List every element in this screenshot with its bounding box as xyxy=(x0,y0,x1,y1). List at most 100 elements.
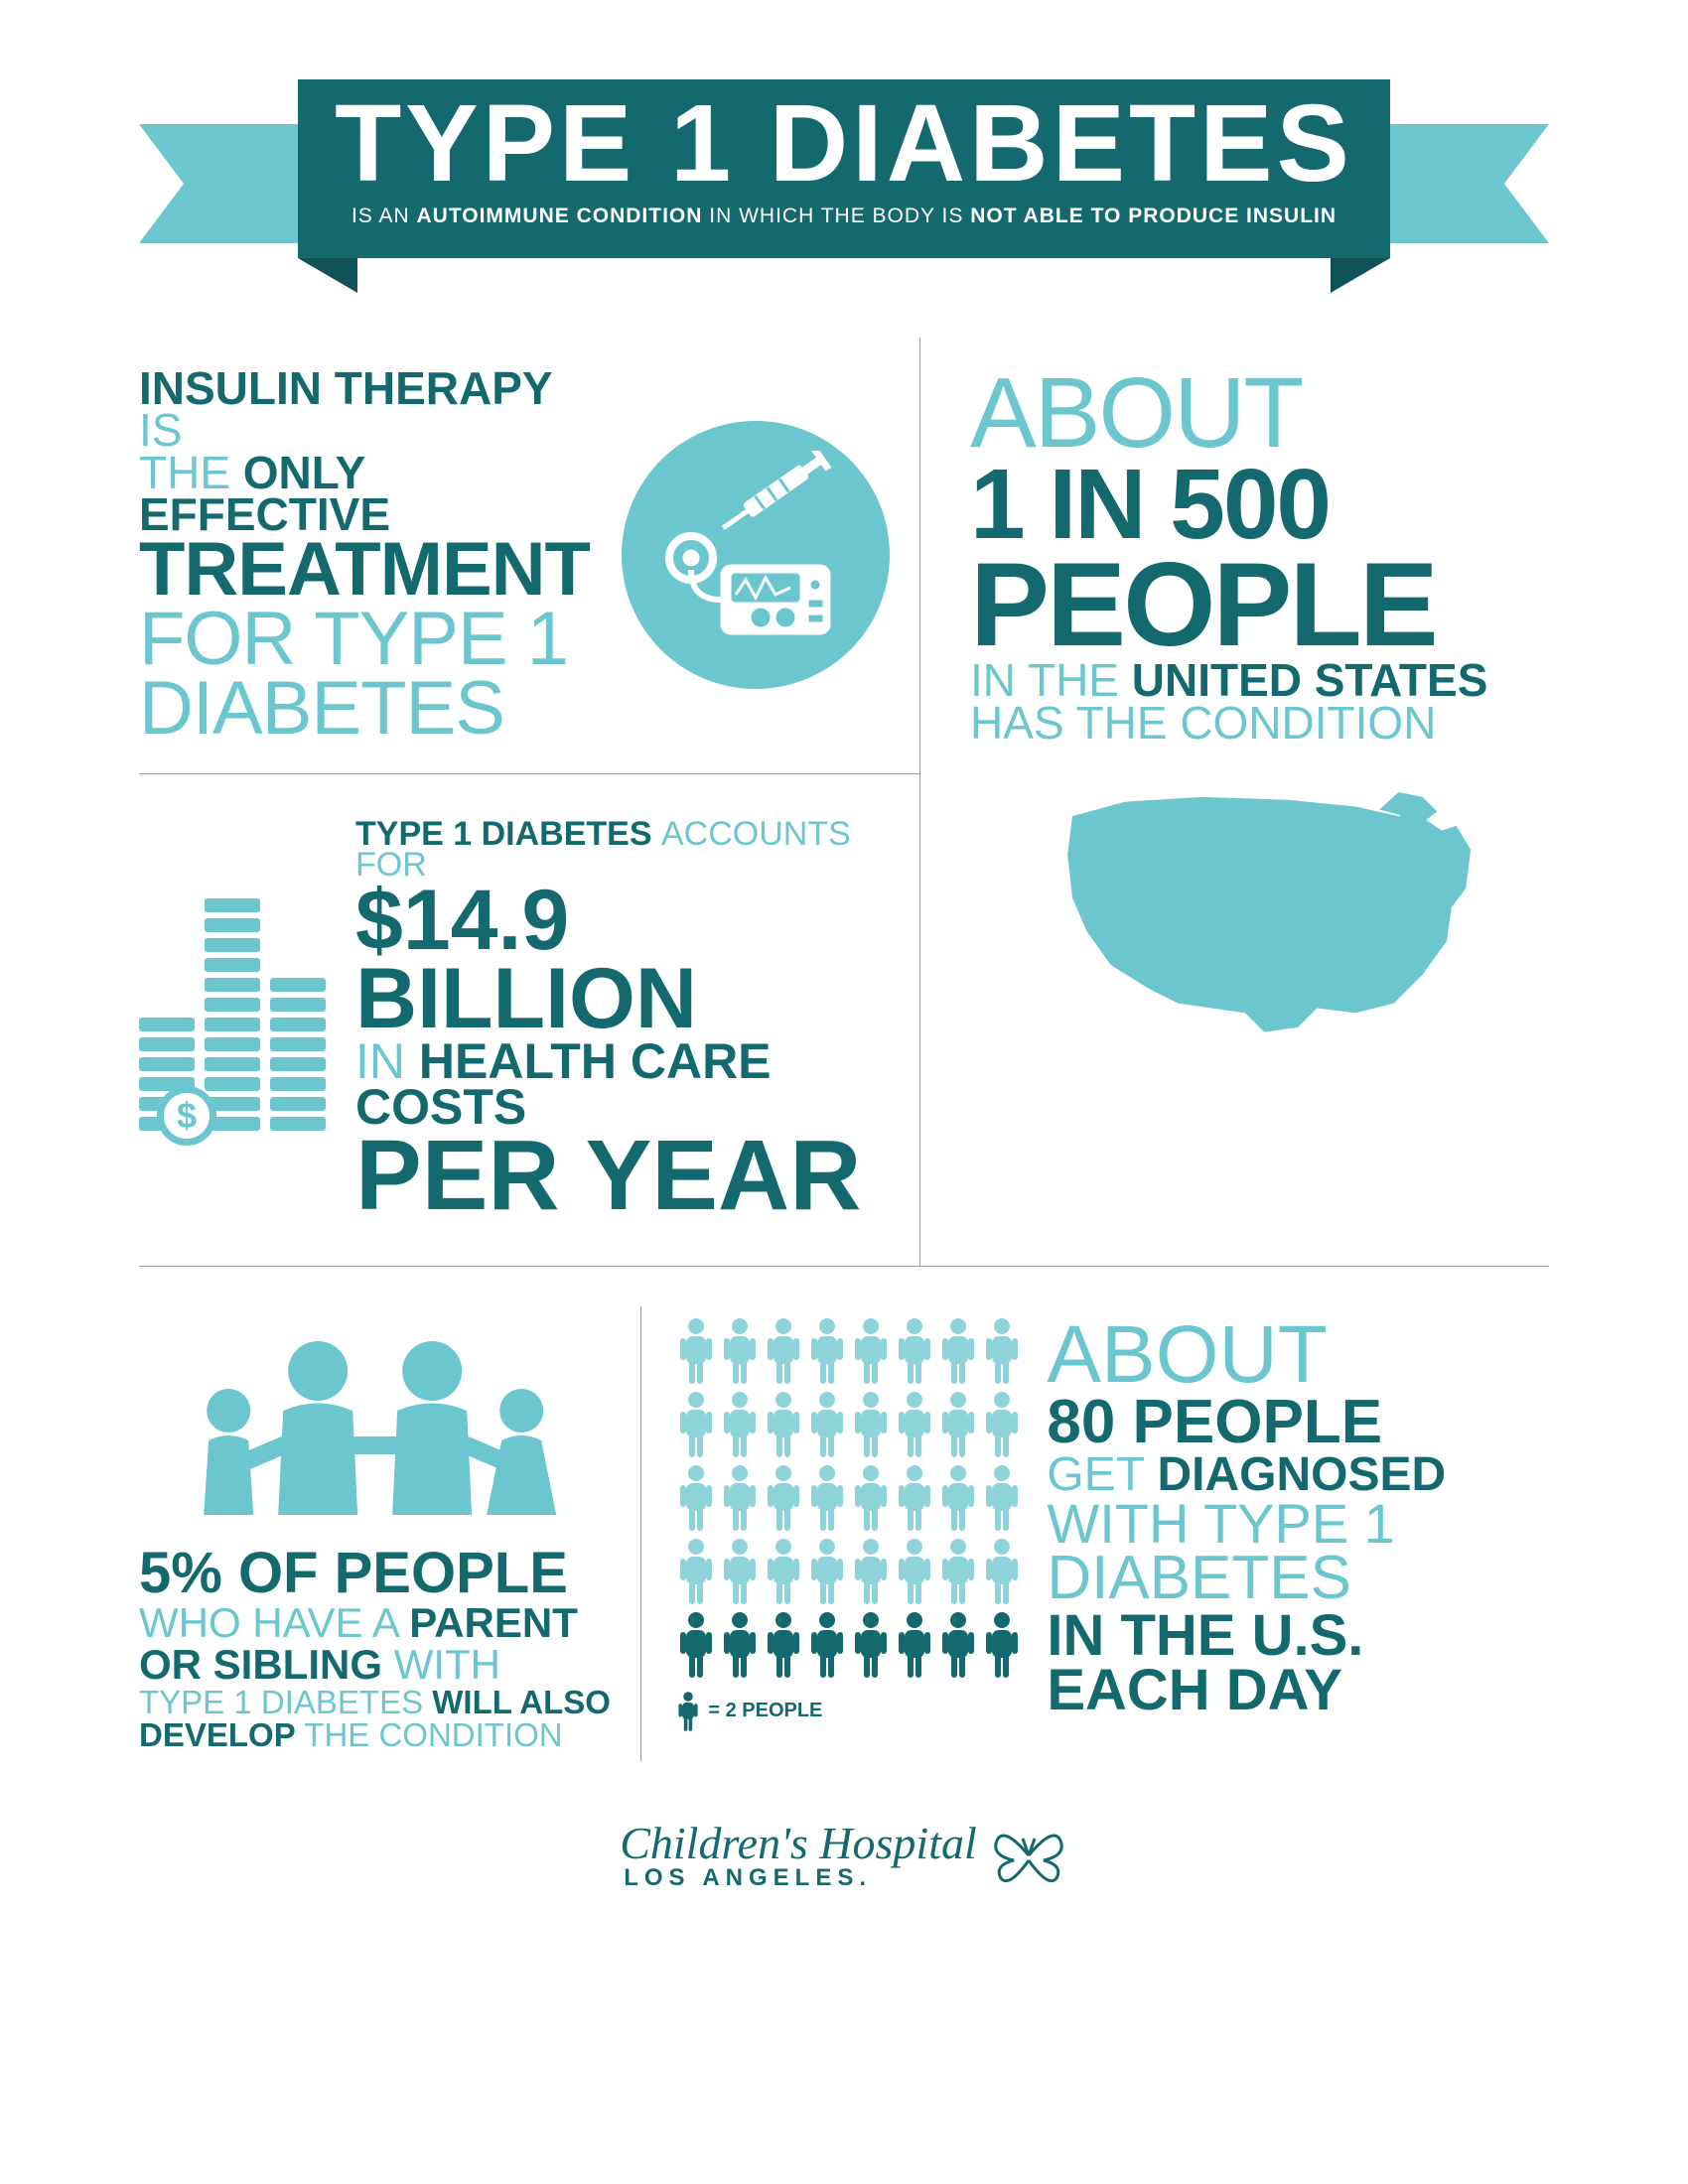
t: EACH DAY xyxy=(1047,1663,1446,1717)
person-icon xyxy=(895,1316,934,1386)
banner-subtitle: IS AN AUTOIMMUNE CONDITION IN WHICH THE … xyxy=(328,205,1360,228)
t: PER YEAR xyxy=(355,1130,890,1221)
people-row xyxy=(676,1537,1022,1606)
panel-heredity: 5% OF PEOPLE WHO HAVE A PARENT OR SIBLIN… xyxy=(139,1306,641,1761)
person-icon xyxy=(764,1537,803,1606)
t: DIABETES xyxy=(1047,1550,1446,1608)
person-icon xyxy=(676,1610,716,1680)
person-icon xyxy=(720,1610,760,1680)
person-icon xyxy=(764,1316,803,1386)
person-icon xyxy=(895,1537,934,1606)
coin-stacks-icon: $ xyxy=(139,898,326,1141)
usa-map-icon xyxy=(970,763,1549,1051)
person-icon xyxy=(807,1316,847,1386)
person-icon xyxy=(764,1390,803,1459)
banner-title: TYPE 1 DIABETES xyxy=(328,89,1360,199)
footer-main: Children's Hospital xyxy=(620,1821,977,1866)
t: ABOUT xyxy=(970,367,1549,459)
person-icon xyxy=(676,1537,716,1606)
person-icon xyxy=(982,1463,1022,1533)
t: WITH xyxy=(394,1641,500,1688)
title-banner: TYPE 1 DIABETES IS AN AUTOIMMUNE CONDITI… xyxy=(139,79,1549,288)
ribbon-fold-left xyxy=(298,258,357,293)
t: INSULIN THERAPY xyxy=(139,362,552,414)
t: IN THE U.S. xyxy=(1047,1608,1446,1663)
row-2: 5% OF PEOPLE WHO HAVE A PARENT OR SIBLIN… xyxy=(139,1306,1549,1761)
person-icon xyxy=(895,1390,934,1459)
t: NOT ABLE TO PRODUCE INSULIN xyxy=(970,205,1336,227)
left-column: INSULIN THERAPY IS THE ONLY EFFECTIVE TR… xyxy=(139,338,920,1266)
dollar-icon: $ xyxy=(157,1086,216,1146)
insulin-icon xyxy=(622,421,890,689)
person-icon xyxy=(851,1610,891,1680)
t: ABOUT xyxy=(1047,1316,1446,1394)
t: $14.9 BILLION xyxy=(355,882,890,1038)
row-1: INSULIN THERAPY IS THE ONLY EFFECTIVE TR… xyxy=(139,338,1549,1267)
t: AUTOIMMUNE CONDITION xyxy=(416,205,702,227)
coin-stack xyxy=(270,978,326,1131)
person-icon xyxy=(676,1316,716,1386)
person-icon xyxy=(938,1390,978,1459)
t: IS AN xyxy=(352,205,417,227)
butterfly-icon xyxy=(989,1821,1068,1890)
people-grid xyxy=(676,1316,1022,1680)
t: THE CONDITION xyxy=(304,1716,562,1753)
person-icon xyxy=(895,1463,934,1533)
t: IN WHICH THE BODY IS xyxy=(702,205,970,227)
person-icon xyxy=(807,1463,847,1533)
t: OR SIBLING xyxy=(139,1641,394,1688)
t: TREATMENT xyxy=(139,535,602,605)
t: WILL ALSO xyxy=(432,1684,611,1720)
footer-logo: Children's Hospital LOS ANGELES. xyxy=(139,1821,1549,1890)
text-block: 5% OF PEOPLE WHO HAVE A PARENT OR SIBLIN… xyxy=(139,1545,616,1751)
person-icon xyxy=(982,1390,1022,1459)
t: HAS THE CONDITION xyxy=(970,702,1549,744)
person-icon xyxy=(851,1463,891,1533)
person-icon xyxy=(807,1537,847,1606)
people-row xyxy=(676,1316,1022,1386)
people-chart: = 2 PEOPLE xyxy=(676,1316,1022,1733)
person-icon xyxy=(938,1316,978,1386)
person-icon xyxy=(938,1610,978,1680)
person-icon xyxy=(938,1463,978,1533)
person-icon xyxy=(851,1316,891,1386)
text-block: INSULIN THERAPY IS THE ONLY EFFECTIVE TR… xyxy=(139,367,602,744)
person-icon xyxy=(851,1537,891,1606)
person-icon xyxy=(720,1390,760,1459)
footer-text: Children's Hospital LOS ANGELES. xyxy=(620,1821,977,1890)
panel-prevalence: ABOUT 1 IN 500 PEOPLE IN THE UNITED STAT… xyxy=(920,338,1549,1266)
person-icon xyxy=(982,1537,1022,1606)
person-icon xyxy=(807,1390,847,1459)
text-block: ABOUT 1 IN 500 PEOPLE IN THE UNITED STAT… xyxy=(970,367,1549,744)
syringe-pump-icon xyxy=(651,451,860,659)
t: TYPE 1 DIABETES xyxy=(139,1684,432,1720)
person-icon xyxy=(676,1690,700,1733)
panel-cost: $ TYPE 1 DIABETES ACCOUNTS FOR $14.9 BIL… xyxy=(139,773,920,1266)
t: DEVELOP xyxy=(139,1716,304,1753)
people-legend: = 2 PEOPLE xyxy=(676,1690,1022,1733)
person-icon xyxy=(676,1463,716,1533)
person-icon xyxy=(807,1610,847,1680)
t: 5% OF PEOPLE xyxy=(139,1545,616,1602)
person-icon xyxy=(764,1610,803,1680)
person-icon xyxy=(895,1610,934,1680)
person-icon xyxy=(720,1537,760,1606)
person-icon xyxy=(851,1390,891,1459)
person-icon xyxy=(982,1316,1022,1386)
t: 1 IN 500 xyxy=(970,459,1549,550)
ribbon-fold-right xyxy=(1331,258,1390,293)
coin-stack xyxy=(205,898,260,1131)
footer-sub: LOS ANGELES. xyxy=(624,1866,977,1890)
t: WITH TYPE 1 xyxy=(1047,1497,1446,1550)
t: DIABETES xyxy=(139,674,602,744)
person-icon xyxy=(676,1390,716,1459)
person-icon xyxy=(764,1463,803,1533)
banner-main: TYPE 1 DIABETES IS AN AUTOIMMUNE CONDITI… xyxy=(298,79,1390,258)
t: 80 PEOPLE xyxy=(1047,1394,1446,1452)
text-block: ABOUT 80 PEOPLE GET DIAGNOSED WITH TYPE … xyxy=(1047,1316,1446,1718)
t: WHO HAVE A xyxy=(139,1599,409,1646)
person-icon xyxy=(938,1537,978,1606)
legend-text: = 2 PEOPLE xyxy=(708,1700,822,1722)
panel-insulin-therapy: INSULIN THERAPY IS THE ONLY EFFECTIVE TR… xyxy=(139,338,920,773)
t: PARENT xyxy=(409,1599,578,1646)
